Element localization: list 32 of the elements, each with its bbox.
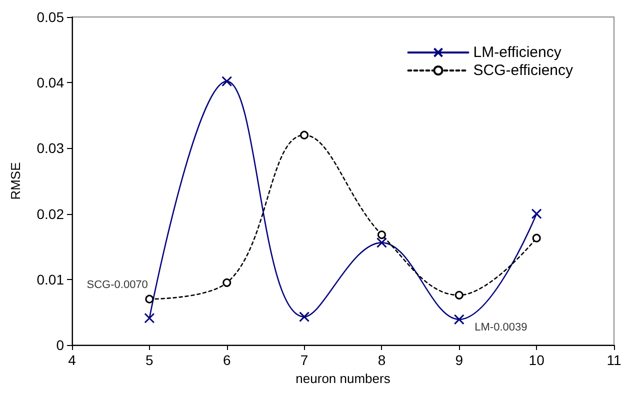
x-tick-label: 6 [222,352,231,368]
point [222,76,232,87]
point [222,278,232,287]
annotation: SCG-0.0070 [86,279,148,292]
point [300,130,309,140]
y-tick-label: 0 [56,337,64,353]
y-axis-title: RMSE [8,162,23,200]
y-tick-label: 0.05 [36,9,64,25]
y-tick-label: 0.02 [36,206,64,222]
x-axis-title: neuron numbers [296,370,391,386]
point [454,314,464,325]
annotation: LM-0.0039 [474,321,528,334]
point [531,208,542,220]
x-tick-label: 11 [606,352,622,368]
y-tick-label: 0.01 [36,271,64,288]
y-tick-label: 0.04 [36,74,64,91]
legend-label: SCG-efficiency [473,62,574,79]
y-tick-label: 0.03 [36,140,64,156]
point [532,234,541,242]
x-tick-label: 7 [300,352,308,368]
point [376,237,387,248]
x-tick-label: 8 [378,352,386,368]
x-tick-label: 10 [528,352,545,368]
point [454,290,464,300]
x-tick-label: 4 [68,352,76,368]
x-tick-label: 9 [455,352,464,368]
point [299,312,310,322]
legend-label: LM-efficiency [473,44,562,61]
point [145,294,154,304]
point [144,312,155,324]
x-tick-label: 5 [146,352,154,368]
point [377,230,386,240]
